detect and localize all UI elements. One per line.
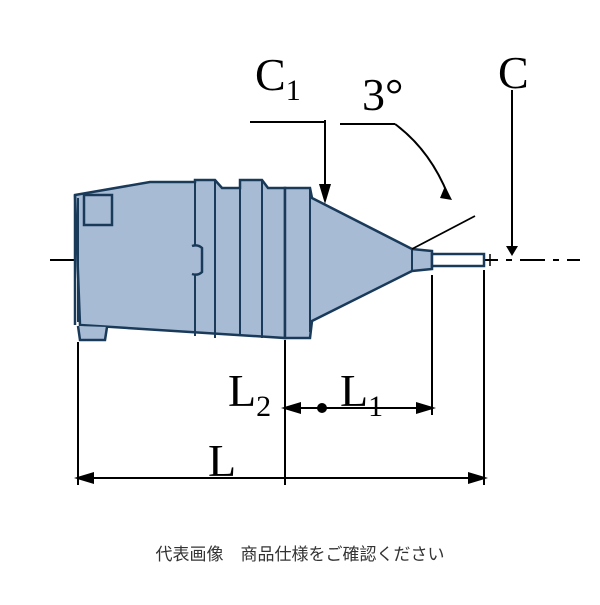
label-l2: L2	[228, 368, 271, 422]
technical-diagram: C1 3° C L2 L1 L 代表画像 商品仕様をご確認ください	[0, 0, 600, 600]
label-c1: C1	[255, 52, 301, 106]
center-pin	[192, 245, 202, 274]
rear-notch	[78, 326, 107, 340]
dim-c	[490, 90, 518, 266]
key-slot	[84, 195, 112, 225]
caption: 代表画像 商品仕様をご確認ください	[156, 540, 445, 565]
label-c: C	[498, 50, 529, 96]
dim-l2	[285, 340, 327, 485]
front-taper	[285, 188, 432, 338]
tool-bore	[432, 254, 484, 266]
label-angle: 3°	[362, 72, 403, 118]
label-l: L	[208, 438, 236, 484]
tool-holder	[75, 180, 484, 340]
label-l1: L1	[340, 368, 383, 422]
